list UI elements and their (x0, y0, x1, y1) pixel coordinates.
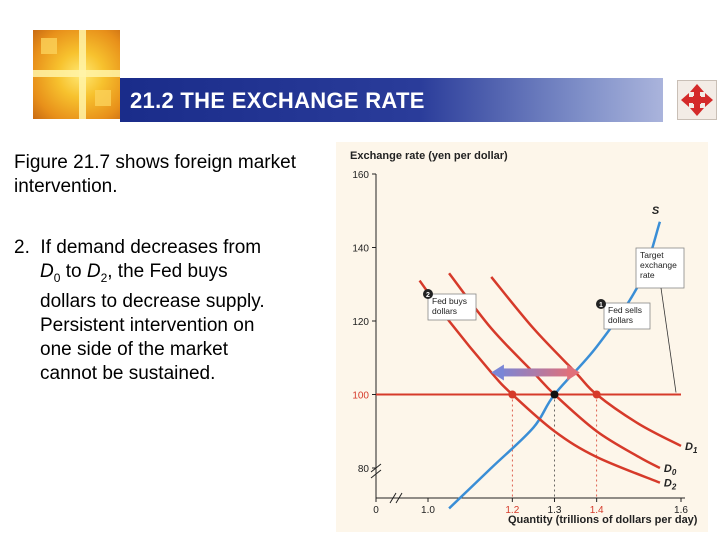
para2-line3: dollars to decrease supply. (40, 290, 265, 312)
y-tick-label: 120 (352, 317, 369, 328)
chart-panel: Exchange rate (yen per dollar) Quantity … (336, 142, 708, 532)
curve-label-subscript: 1 (693, 446, 698, 455)
para2-line4: Persistent intervention on (40, 314, 255, 336)
slide-title: 21.2 THE EXCHANGE RATE (130, 88, 425, 113)
paragraph-intro: Figure 21.7 shows foreign market interve… (14, 152, 296, 197)
marker-2-text: 2 (426, 292, 430, 299)
y-tick-label: 160 (352, 170, 369, 181)
list-number: 2. (14, 237, 30, 258)
equilibrium-point (592, 390, 601, 399)
axes (370, 174, 685, 504)
x-axis-label: Quantity (trillions of dollars per day) (508, 514, 698, 526)
para2-seg2: , the Fed buys (107, 261, 228, 282)
curve-label-d0: D0 (664, 463, 677, 477)
x-tick-label: 1.3 (548, 505, 562, 516)
intervention-arrow-right (567, 364, 580, 381)
target-label-text: Target (640, 250, 664, 260)
para2-line6: cannot be sustained. (40, 362, 216, 384)
target-leader (660, 287, 677, 393)
d2-sub: 2 (100, 270, 108, 285)
fed-sells-label-text: Fed sells (608, 305, 642, 315)
curve-label-subscript: 0 (672, 468, 677, 477)
curve-label-subscript: 2 (671, 483, 677, 492)
logo-bar (33, 70, 120, 77)
logo-bar (79, 30, 86, 119)
slide-logo (33, 30, 120, 119)
fed-sells-label-box (603, 302, 651, 330)
marker-1-text: 1 (599, 302, 603, 309)
logo-square (95, 90, 111, 106)
y-tick-label: 80 (358, 464, 370, 475)
x-axis-break (389, 492, 403, 504)
curve-label-s: S (652, 205, 660, 217)
fed-buys-label-box (427, 293, 477, 321)
equilibrium-point (508, 390, 517, 399)
x-tick-label: 1.2 (505, 505, 519, 516)
fed-sells-label-text: dollars (608, 315, 633, 325)
x-tick-label: 0 (373, 505, 379, 516)
curve-label-d2: D2 (664, 478, 677, 492)
para2-to: to (60, 261, 87, 282)
y-tick-label: 100 (352, 391, 369, 402)
d0-label: D (40, 261, 54, 282)
fed-buys-label-text: Fed buys (432, 296, 467, 306)
fed-buys-label-text: dollars (432, 306, 457, 316)
logo-square (41, 38, 57, 54)
d2-label: D (86, 261, 101, 282)
y-axis-label: Exchange rate (yen per dollar) (350, 150, 508, 162)
para2-line5: one side of the market (40, 338, 228, 360)
intervention-arrow-left (491, 364, 504, 381)
four-way-arrows-icon[interactable] (677, 80, 717, 120)
target-label-text: rate (640, 270, 655, 280)
paragraph-intervention: 2. If demand decreases from D0 to D2, th… (14, 236, 334, 386)
exchange-rate-chart: Exchange rate (yen per dollar) Quantity … (350, 150, 698, 526)
curve-d1 (490, 276, 682, 448)
para2-line2: D0 to D2, the Fed buys (14, 260, 334, 290)
marker-2-circle (423, 289, 433, 299)
intervention-arrow-shaft (499, 368, 572, 377)
target-label-box (635, 247, 685, 289)
x-tick-label: 1.0 (421, 505, 435, 516)
equilibrium-point (550, 390, 559, 399)
x-tick-label: 1.6 (674, 505, 688, 516)
curve-label-d1: D1 (685, 441, 698, 455)
para2-line1: 2. If demand decreases from (14, 236, 334, 260)
guide-lines (511, 394, 598, 498)
title-band (120, 78, 663, 122)
x-tick-label: 1.4 (590, 505, 604, 516)
d0-sub: 0 (53, 270, 61, 285)
equilibrium-points (508, 390, 601, 399)
para2-seg1: If demand decreases from (40, 237, 262, 258)
marker-1-circle (596, 299, 606, 309)
target-label-text: exchange (640, 260, 677, 270)
y-tick-label: 140 (352, 244, 369, 255)
